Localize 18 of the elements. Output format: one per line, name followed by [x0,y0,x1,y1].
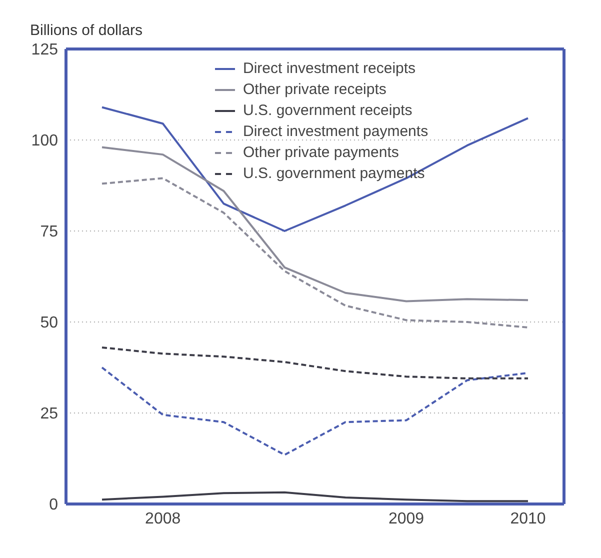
line-series [101,106,529,232]
y-tick-label: 50 [40,314,58,332]
y-tick-label: 25 [40,406,58,423]
x-tick-label: 2008 [145,510,181,528]
y-tick-label: 100 [31,132,58,150]
legend-label: Direct investment payments [243,123,428,140]
y-axis-title: Billions of dollars [30,22,143,39]
line-series [101,346,529,380]
x-tick-label: 2009 [388,510,424,528]
x-tick-label: 2010 [510,510,546,528]
line-series [101,491,529,502]
y-tick-label: 125 [31,42,58,59]
legend-label: Direct investment receipts [243,60,416,77]
legend-label: U.S. government receipts [243,102,412,119]
legend-label: Other private receipts [243,81,386,98]
y-tick-label: 75 [40,224,58,241]
legend-label: Other private payments [243,144,399,161]
y-tick-label: 0 [49,496,58,514]
